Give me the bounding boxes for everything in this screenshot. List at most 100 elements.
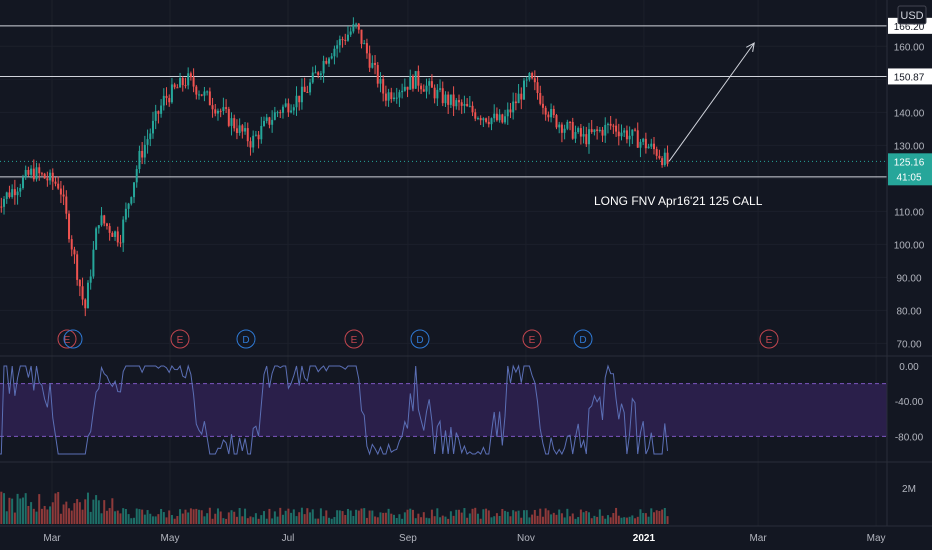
projection-arrow[interactable] — [668, 42, 755, 162]
volume-bar — [78, 502, 81, 524]
candle-body — [73, 249, 76, 255]
volume-bar — [260, 515, 263, 524]
candle-body — [623, 130, 626, 133]
volume-bar — [615, 507, 618, 524]
oscillator-tick-label: 0.00 — [899, 362, 919, 373]
event-marker[interactable] — [236, 329, 256, 349]
candle-body — [127, 203, 130, 209]
volume-bar — [105, 510, 108, 524]
event-marker[interactable] — [522, 329, 542, 349]
volume-bar — [35, 511, 38, 524]
candle-body — [165, 95, 168, 99]
candle-body — [100, 215, 103, 226]
event-marker-label: E — [766, 335, 773, 346]
projection-line[interactable] — [668, 42, 755, 162]
volume-bar — [498, 515, 501, 524]
volume-bar — [428, 518, 431, 524]
volume-bar — [119, 513, 122, 524]
candle-body — [590, 129, 593, 133]
event-marker[interactable] — [63, 329, 83, 349]
candle-body — [149, 133, 152, 140]
volume-bar — [133, 517, 136, 524]
volume-bar — [68, 508, 71, 524]
candle-body — [89, 276, 92, 283]
candle-body — [317, 72, 320, 75]
volume-bar — [558, 509, 561, 524]
event-marker[interactable] — [57, 329, 77, 349]
candle-body — [585, 134, 588, 145]
volume-bar — [338, 510, 341, 524]
candle-body — [441, 88, 444, 104]
candle-body — [382, 78, 385, 94]
volume-bar — [21, 497, 24, 524]
candle-body — [97, 225, 100, 229]
candle-body — [566, 121, 569, 129]
volume-bar — [138, 509, 141, 524]
volume-bar — [593, 515, 596, 524]
volume-bar — [463, 508, 466, 524]
support-resistance-levels[interactable] — [0, 25, 887, 178]
candle-body — [411, 76, 414, 89]
price-tick-label: 130.00 — [894, 141, 925, 152]
candle-body — [300, 86, 303, 103]
event-marker[interactable] — [573, 329, 593, 349]
candle-body — [184, 85, 187, 87]
volume-bar — [298, 512, 301, 524]
volume-bar — [374, 516, 377, 524]
volume-bar — [203, 516, 206, 524]
volume-bar — [560, 513, 563, 524]
candle-body — [105, 223, 108, 227]
candle-body — [658, 155, 661, 159]
volume-bar — [387, 508, 390, 524]
candle-body — [189, 73, 192, 78]
candle-body — [187, 73, 190, 86]
candle-body — [476, 118, 479, 120]
candle-body — [214, 109, 217, 114]
grid — [0, 0, 887, 526]
candle-body — [54, 181, 57, 184]
candle-body — [281, 106, 284, 113]
candle-body — [552, 109, 555, 116]
volume-bar — [154, 516, 157, 524]
event-marker-label: E — [351, 335, 358, 346]
candle-body — [3, 198, 6, 207]
candle-body — [157, 111, 160, 114]
volume-bar — [162, 512, 165, 524]
volume-bar — [216, 508, 219, 524]
event-marker[interactable] — [759, 329, 779, 349]
event-marker[interactable] — [410, 329, 430, 349]
candle-body — [365, 43, 368, 54]
candle-body — [593, 129, 596, 133]
volume-bar — [208, 507, 211, 524]
volume-bar — [76, 499, 79, 524]
volume-bar — [379, 512, 382, 524]
candle-body — [409, 76, 412, 90]
volume-tick-label: 2M — [902, 484, 916, 495]
volume-bar — [509, 516, 512, 524]
volume-bar — [238, 508, 241, 524]
volume-bar — [644, 513, 647, 524]
volume-bar — [368, 510, 371, 524]
currency-button[interactable]: USD — [897, 5, 927, 25]
volume-bar — [206, 513, 209, 524]
candle-body — [433, 87, 436, 99]
trade-annotation[interactable]: LONG FNV Apr16'21 125 CALL — [594, 194, 763, 208]
candle-body — [661, 158, 664, 166]
volume-bar — [384, 512, 387, 524]
candle-body — [533, 78, 536, 83]
candle-body — [569, 121, 572, 123]
candle-body — [642, 138, 645, 142]
candle-body — [59, 188, 62, 195]
volume-bar — [447, 518, 450, 524]
volume-bar — [533, 509, 536, 524]
candle-body — [309, 82, 312, 93]
candle-body — [468, 105, 471, 107]
volume-bar — [479, 518, 482, 524]
projection-arrowhead — [746, 42, 755, 52]
volume-bar — [452, 515, 455, 524]
event-marker[interactable] — [344, 329, 364, 349]
event-marker[interactable] — [170, 329, 190, 349]
volume-bar — [541, 516, 544, 524]
